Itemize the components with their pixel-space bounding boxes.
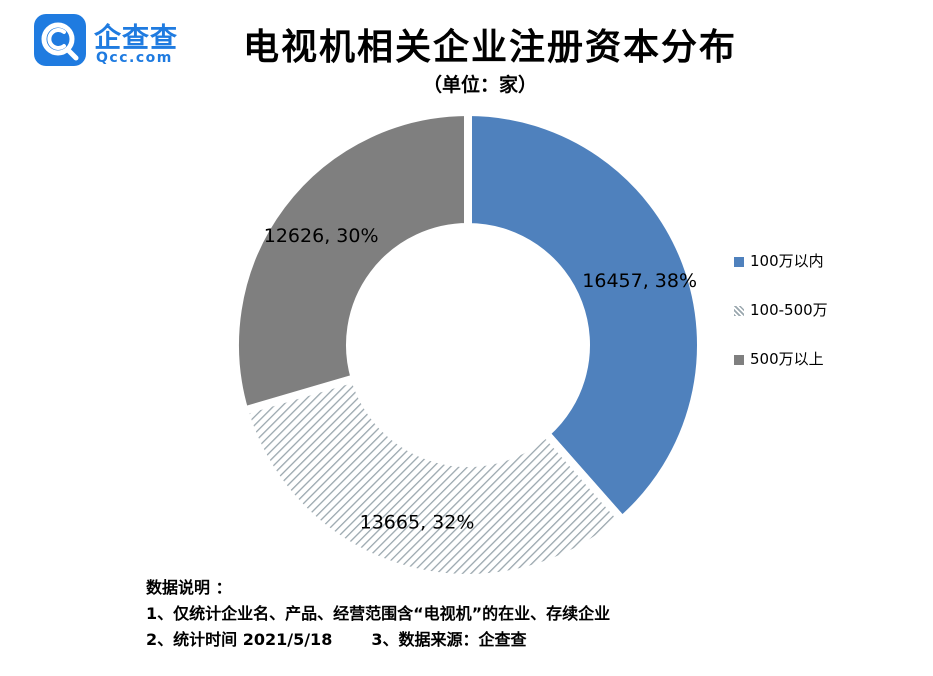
qcc-logo-icon <box>34 14 86 66</box>
legend-swatch <box>734 306 744 316</box>
notes-heading: 数据说明 ： <box>146 578 232 597</box>
chart-title: 电视机相关企业注册资本分布 <box>242 27 737 68</box>
slice-500wan-above <box>231 107 472 416</box>
legend-label: 100万以内 <box>750 252 824 270</box>
legend-swatch <box>734 355 744 365</box>
notes-line-1: 1、仅统计企业名、产品、经营范围含“电视机”的在业、存续企业 <box>146 604 611 623</box>
notes-line-2: 2、统计时间 2021/5/18 3、数据来源：企查查 <box>146 630 527 649</box>
legend-swatch <box>734 257 744 267</box>
logo-domain: Qcc.com <box>96 50 173 66</box>
legend-label: 100-500万 <box>750 301 828 319</box>
chart-subtitle: （单位：家） <box>422 74 537 96</box>
slice-data-label: 12626, 30% <box>264 225 379 247</box>
data-notes: 数据说明 ： 1、仅统计企业名、产品、经营范围含“电视机”的在业、存续企业 2、… <box>146 575 610 653</box>
slice-data-label: 13665, 32% <box>360 511 475 533</box>
slice-100-500wan <box>239 373 628 582</box>
qcc-logo: 企查查 Qcc.com <box>34 14 184 70</box>
slice-100wan-under <box>464 107 705 526</box>
legend-label: 500万以上 <box>750 350 824 368</box>
logo-name: 企查查 <box>94 23 178 54</box>
slice-data-label: 16457, 38% <box>582 270 697 292</box>
